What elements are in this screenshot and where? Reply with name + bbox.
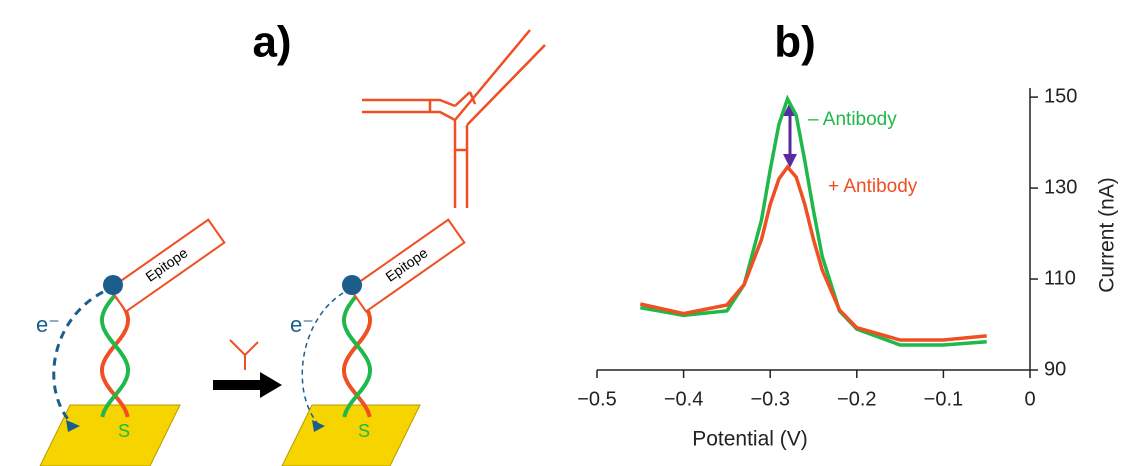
y-tick-label: 90 [1044, 358, 1066, 380]
sulfur-label: S [118, 421, 130, 441]
electron-transfer [301, 292, 344, 425]
construct-before: Epitope e⁻ S [36, 218, 226, 466]
redox-reporter [103, 275, 123, 295]
legend-label: – Antibody [808, 109, 897, 130]
x-tick-label: 0 [1024, 388, 1035, 410]
binding-arrow [213, 339, 282, 398]
sulfur-label: S [358, 421, 370, 441]
antibody [362, 29, 546, 208]
helix [342, 293, 372, 418]
y-axis-label: Current (nA) [1096, 177, 1119, 293]
epitope: Epitope [348, 218, 466, 313]
y-tick-label: 110 [1044, 267, 1076, 289]
legend-label: + Antibody [828, 176, 918, 197]
x-tick-label: −0.4 [664, 388, 703, 410]
strand [342, 293, 372, 418]
panel-label: b) [774, 18, 816, 67]
strand [100, 293, 130, 418]
x-tick-label: −0.2 [837, 388, 876, 410]
redox-reporter [342, 275, 362, 295]
series-line [639, 164, 987, 342]
arrow-head [783, 154, 797, 168]
series-line [639, 94, 987, 347]
helix [100, 293, 130, 418]
electrode [39, 404, 181, 466]
electron-transfer [52, 290, 104, 426]
electrode [281, 404, 421, 466]
y-tick-label: 150 [1044, 85, 1077, 107]
arrow-head [66, 420, 80, 432]
x-tick-label: −0.1 [924, 388, 963, 410]
x-tick-label: −0.3 [750, 388, 789, 410]
x-tick-label: −0.5 [577, 388, 616, 410]
electron-label: e⁻ [290, 312, 314, 337]
x-axis-label: Potential (V) [692, 428, 808, 451]
construct-after: Epitope e⁻ S [281, 29, 546, 466]
panel-label: a) [252, 18, 291, 67]
epitope: Epitope [108, 218, 226, 313]
arrow-head [312, 420, 325, 432]
y-tick-label: 130 [1044, 176, 1077, 198]
electron-label: e⁻ [36, 312, 60, 337]
